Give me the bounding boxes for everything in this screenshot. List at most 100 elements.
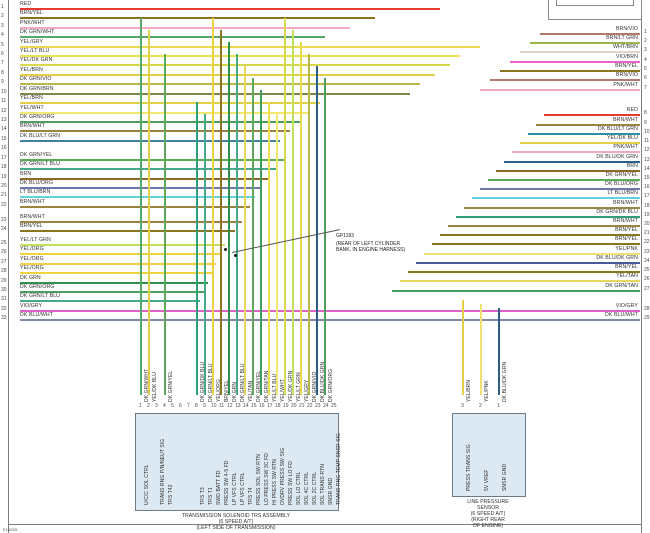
left-pin-number: 4 xyxy=(1,32,4,38)
right-pin-number: 16 xyxy=(644,184,650,190)
wire-trace-horizontal xyxy=(408,271,640,273)
right-pin-number: 15 xyxy=(644,175,650,181)
left-wire-label: DK GRN/LT BLU xyxy=(20,161,61,167)
wire-trace-vertical xyxy=(244,66,246,395)
solenoid-pin-number: 3 xyxy=(155,403,158,409)
solenoid-pin-number: 15 xyxy=(251,403,257,409)
right-wire-label: BRN/YEL xyxy=(615,63,638,69)
pressure-sensor-box[interactable] xyxy=(452,413,526,497)
left-pin-number: 21 xyxy=(1,192,7,198)
solenoid-caption-line2: (6 SPEED A/T) xyxy=(218,519,254,525)
sensor-pin-number: 1 xyxy=(497,403,500,409)
left-pin-number: 10 xyxy=(1,89,7,95)
left-wire-label: LT BLU/BRN xyxy=(20,189,51,195)
solenoid-wire-label: DK GRN/TAN xyxy=(264,370,270,402)
wire-trace-horizontal xyxy=(490,79,640,81)
left-wire-label: BRN xyxy=(20,171,32,177)
right-pin-number: 6 xyxy=(644,75,647,81)
wire-trace-horizontal xyxy=(20,272,212,274)
right-wire-label: BRN/WHT xyxy=(613,218,638,224)
wire-trace-horizontal xyxy=(480,188,640,190)
wire-trace-horizontal xyxy=(20,263,216,265)
left-pin-number: 11 xyxy=(1,98,7,104)
wire-trace-vertical xyxy=(480,304,482,395)
right-wire-label: DK GRN/DK BLU xyxy=(596,209,638,215)
left-wire-label: YEL/ORG xyxy=(20,256,44,262)
solenoid-wire-label: YEL/ORG xyxy=(216,379,222,402)
left-wire-label: YEL/LT GRN xyxy=(20,237,51,243)
wire-trace-horizontal xyxy=(20,196,255,198)
solenoid-wire-label: DK BLU/DK GRN xyxy=(320,361,326,402)
solenoid-pin-function-label: PRESS SW 4-5 FD xyxy=(224,460,230,505)
wire-trace-horizontal xyxy=(20,140,280,142)
wire-trace-horizontal xyxy=(20,17,375,19)
solenoid-pin-number: 1 xyxy=(139,403,142,409)
sensor-wire-label: YEL/BRN xyxy=(466,379,472,402)
wire-trace-vertical xyxy=(498,308,500,395)
wire-trace-horizontal xyxy=(40,319,640,321)
right-wire-label: BRN/YEL xyxy=(615,236,638,242)
wire-trace-horizontal xyxy=(520,51,640,53)
wire-trace-horizontal xyxy=(496,170,640,172)
sensor-caption-line2: SENSOR xyxy=(477,505,499,511)
wire-trace-vertical xyxy=(300,42,302,395)
wire-trace-horizontal xyxy=(40,310,640,312)
right-wire-label: DK BLU/DK GRN xyxy=(596,255,638,261)
solenoid-caption-line1: TRANSMISSION SOLENOID TRS ASSEMBLY xyxy=(181,513,291,519)
wire-trace-horizontal xyxy=(20,291,204,293)
left-wire-label: DK GRN/VIO xyxy=(20,76,52,82)
wire-trace-horizontal xyxy=(448,225,640,227)
left-pin-number: 5 xyxy=(1,42,4,48)
solenoid-wire-label: DK GRN/DK BLU xyxy=(200,361,206,402)
solenoid-pin-function-label: SOL TRANS RTN xyxy=(320,464,326,505)
right-pin-number: 21 xyxy=(644,230,650,236)
left-pin-number: 23 xyxy=(1,217,7,223)
wire-trace-horizontal xyxy=(540,33,640,35)
right-pin-number: 18 xyxy=(644,203,650,209)
solenoid-pin-number: 12 xyxy=(227,403,233,409)
right-wire-label: DK GRN/YEL xyxy=(605,172,638,178)
left-pin-number: 30 xyxy=(1,287,7,293)
wire-trace-vertical xyxy=(284,18,286,395)
wire-trace-vertical xyxy=(316,66,318,395)
solenoid-pin-number: 9 xyxy=(203,403,206,409)
solenoid-wire-label: DK GRN/YEL xyxy=(256,370,262,402)
wire-trace-vertical xyxy=(324,78,326,395)
solenoid-pin-number: 20 xyxy=(291,403,297,409)
right-wire-label: RED xyxy=(626,107,638,113)
left-wire-label: BRN/YEL xyxy=(20,223,43,229)
wire-trace-horizontal xyxy=(488,179,640,181)
sensor-caption-line3: (6 SPEED A/T) xyxy=(470,511,506,517)
sensor-caption-line5: OF ENGINE) xyxy=(472,523,504,529)
solenoid-pin-number: 5 xyxy=(171,403,174,409)
solenoid-pin-number: 19 xyxy=(283,403,289,409)
wire-trace-vertical xyxy=(148,30,150,395)
wire-trace-horizontal xyxy=(20,300,200,302)
solenoid-pin-number: 17 xyxy=(267,403,273,409)
wire-trace-vertical xyxy=(164,54,166,395)
sensor-caption-line1: LINE PRESSURE xyxy=(467,499,509,505)
solenoid-wire-label: YEL/WHT xyxy=(280,379,286,402)
top-right-inner-box-1 xyxy=(548,0,642,20)
wire-trace-horizontal xyxy=(20,206,250,208)
solenoid-connector-box[interactable] xyxy=(135,413,339,511)
wire-trace-vertical xyxy=(196,102,198,395)
left-pin-number: 3 xyxy=(1,23,4,29)
solenoid-wire-label: YEL/DK GRN xyxy=(288,370,294,402)
left-pin-number: 7 xyxy=(1,60,4,66)
wire-trace-horizontal xyxy=(510,61,640,63)
solenoid-pin-number: 7 xyxy=(187,403,190,409)
left-pin-number: 15 xyxy=(1,136,7,142)
left-wire-label: BRN/WHT xyxy=(20,123,45,129)
right-wire-label: BRN/WHT xyxy=(613,117,638,123)
wire-trace-vertical xyxy=(228,42,230,395)
wire-trace-horizontal xyxy=(20,55,460,57)
wire-trace-vertical xyxy=(292,30,294,395)
right-wire-label: BRN/WHT xyxy=(613,200,638,206)
wire-trace-horizontal xyxy=(20,27,350,29)
solenoid-pin-function-label: TRS T3 xyxy=(200,487,206,505)
right-wire-label: BRN/LT GRN xyxy=(606,35,638,41)
wire-trace-horizontal xyxy=(20,36,325,38)
wire-trace-horizontal xyxy=(528,133,640,135)
page-frame-right xyxy=(641,0,642,533)
